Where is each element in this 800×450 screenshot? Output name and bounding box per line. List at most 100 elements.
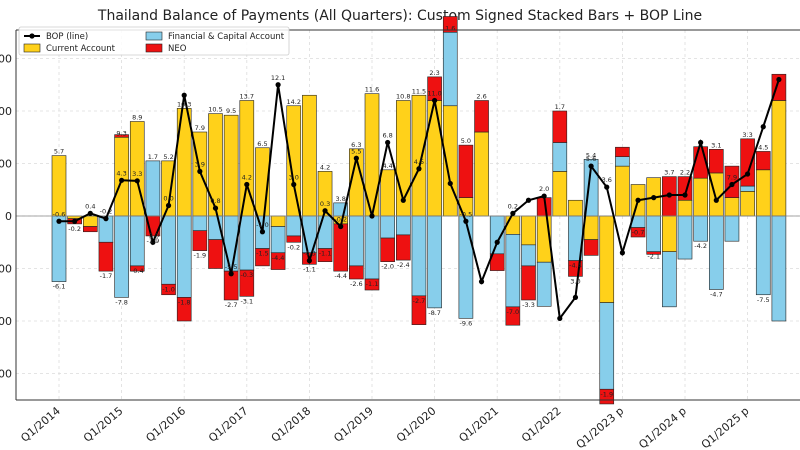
bar-current-account-15 bbox=[286, 105, 302, 217]
bop-data-label: 3.6 bbox=[602, 176, 612, 184]
data-label: -1.8 bbox=[178, 298, 191, 306]
bar-neo-13 bbox=[255, 248, 270, 267]
bop-data-label: -1.0 bbox=[256, 221, 269, 229]
bop-data-label: 0.4 bbox=[85, 202, 95, 210]
data-label: -2.7 bbox=[413, 297, 426, 305]
data-label: 11.5 bbox=[412, 87, 426, 95]
bop-point-0 bbox=[56, 218, 62, 224]
bop-point-21 bbox=[385, 139, 391, 146]
bar-financial-capital-account-8 bbox=[176, 215, 192, 298]
data-label: -0.2 bbox=[287, 243, 300, 251]
chart-title: Thailand Balance of Payments (All Quarte… bbox=[97, 8, 702, 24]
bop-point-18 bbox=[338, 223, 344, 230]
bar-financial-capital-account-32 bbox=[552, 142, 568, 172]
data-label: -4.4 bbox=[334, 272, 347, 280]
bar-current-account-44 bbox=[740, 191, 755, 217]
bar-financial-capital-account-46 bbox=[771, 215, 787, 322]
x-tick-label: Q1/2014 bbox=[18, 404, 63, 444]
bop-point-5 bbox=[134, 178, 140, 184]
bar-current-account-16 bbox=[302, 94, 317, 217]
bop-point-1 bbox=[72, 218, 78, 224]
bop-point-2 bbox=[87, 210, 93, 216]
data-label: -8.7 bbox=[428, 309, 441, 317]
bar-neo-21 bbox=[380, 237, 395, 262]
data-label: -1.1 bbox=[319, 250, 332, 258]
bar-neo-42 bbox=[708, 149, 724, 174]
bop-point-25 bbox=[447, 180, 453, 187]
data-label: -0.3 bbox=[240, 271, 253, 279]
data-label: 2.6 bbox=[476, 93, 486, 101]
data-label: 9.3 bbox=[116, 129, 126, 137]
legend-swatch-current-account bbox=[23, 43, 41, 53]
data-label: 3.1 bbox=[711, 141, 721, 149]
bar-financial-capital-account-26 bbox=[458, 215, 474, 319]
bop-point-11 bbox=[228, 271, 234, 277]
x-tick-label: Q1/2016 bbox=[143, 404, 188, 444]
data-label: 6.5 bbox=[257, 140, 267, 148]
bop-point-38 bbox=[651, 195, 657, 201]
data-label: -7.5 bbox=[757, 296, 770, 304]
bop-data-label: 4.5 bbox=[414, 158, 424, 166]
bop-point-33 bbox=[572, 294, 579, 300]
data-label: -2.7 bbox=[225, 301, 238, 309]
bar-current-account-39 bbox=[662, 215, 677, 253]
bar-current-account-41 bbox=[693, 177, 708, 217]
data-label: 6.3 bbox=[351, 141, 361, 149]
bop-data-label: 0.3 bbox=[320, 200, 330, 208]
bop-point-37 bbox=[635, 197, 641, 203]
bar-current-account-40 bbox=[677, 199, 693, 217]
bar-current-account-36 bbox=[615, 165, 630, 217]
data-label: 10.5 bbox=[208, 106, 222, 114]
y-tick-label: 3000 bbox=[0, 368, 12, 381]
bar-current-account-27 bbox=[474, 131, 489, 217]
bop-point-46 bbox=[776, 76, 782, 83]
bar-neo-44 bbox=[740, 138, 755, 187]
y-tick-label: 2000 bbox=[0, 315, 12, 328]
bop-point-26 bbox=[463, 218, 469, 224]
data-label: -9.6 bbox=[460, 319, 473, 327]
data-label: -3.3 bbox=[522, 301, 535, 309]
bop-data-label: 4.2 bbox=[242, 174, 252, 182]
bar-neo-10 bbox=[208, 239, 223, 269]
data-label: 9.5 bbox=[226, 107, 236, 115]
bar-financial-capital-account-42 bbox=[708, 215, 724, 290]
x-tick-label: Q1/2015 bbox=[81, 404, 126, 444]
bop-data-label: -4.3 bbox=[303, 250, 316, 258]
bar-neo-27 bbox=[474, 100, 489, 133]
y-tick-label: 3000 bbox=[0, 53, 12, 66]
bop-data-label: -0.5 bbox=[460, 210, 473, 218]
bar-financial-capital-account-43 bbox=[724, 215, 740, 242]
bar-current-account-11 bbox=[223, 114, 239, 217]
bar-neo-26 bbox=[458, 144, 474, 198]
data-label: 3.0 bbox=[570, 277, 580, 285]
data-label: 5.2 bbox=[163, 153, 173, 161]
bar-neo-22 bbox=[395, 234, 411, 261]
bop-data-label: -0.2 bbox=[100, 208, 113, 216]
bop-data-label: -0.6 bbox=[53, 210, 66, 218]
data-label: 5.4 bbox=[586, 151, 596, 159]
data-label: -0.4 bbox=[131, 267, 144, 275]
legend-label: NEO bbox=[168, 44, 187, 54]
bop-data-label: 7.9 bbox=[727, 174, 737, 182]
data-label: -1.9 bbox=[194, 252, 207, 260]
bar-current-account-45 bbox=[755, 169, 771, 217]
bar-financial-capital-account-15 bbox=[286, 215, 302, 237]
bar-neo-2 bbox=[83, 226, 98, 233]
bop-point-40 bbox=[682, 192, 688, 198]
bar-neo-4 bbox=[114, 134, 129, 138]
bop-data-label: 3.0 bbox=[289, 174, 299, 182]
x-tick-label: Q1/2021 bbox=[456, 404, 501, 444]
bar-financial-capital-account-6 bbox=[145, 160, 161, 217]
bar-current-account-33 bbox=[568, 199, 583, 217]
data-label: 5.0 bbox=[461, 137, 471, 145]
data-label: -4.4 bbox=[272, 254, 285, 262]
data-label: 3.3 bbox=[742, 131, 752, 139]
bar-financial-capital-account-4 bbox=[114, 215, 129, 298]
bar-financial-capital-account-45 bbox=[755, 215, 771, 296]
x-tick-label: Q1/2018 bbox=[269, 404, 314, 444]
bop-point-36 bbox=[619, 250, 626, 256]
bop-point-7 bbox=[165, 202, 172, 209]
bar-current-account-21 bbox=[380, 169, 395, 217]
bar-current-account-35 bbox=[599, 215, 615, 303]
data-label: 14.2 bbox=[287, 98, 301, 106]
